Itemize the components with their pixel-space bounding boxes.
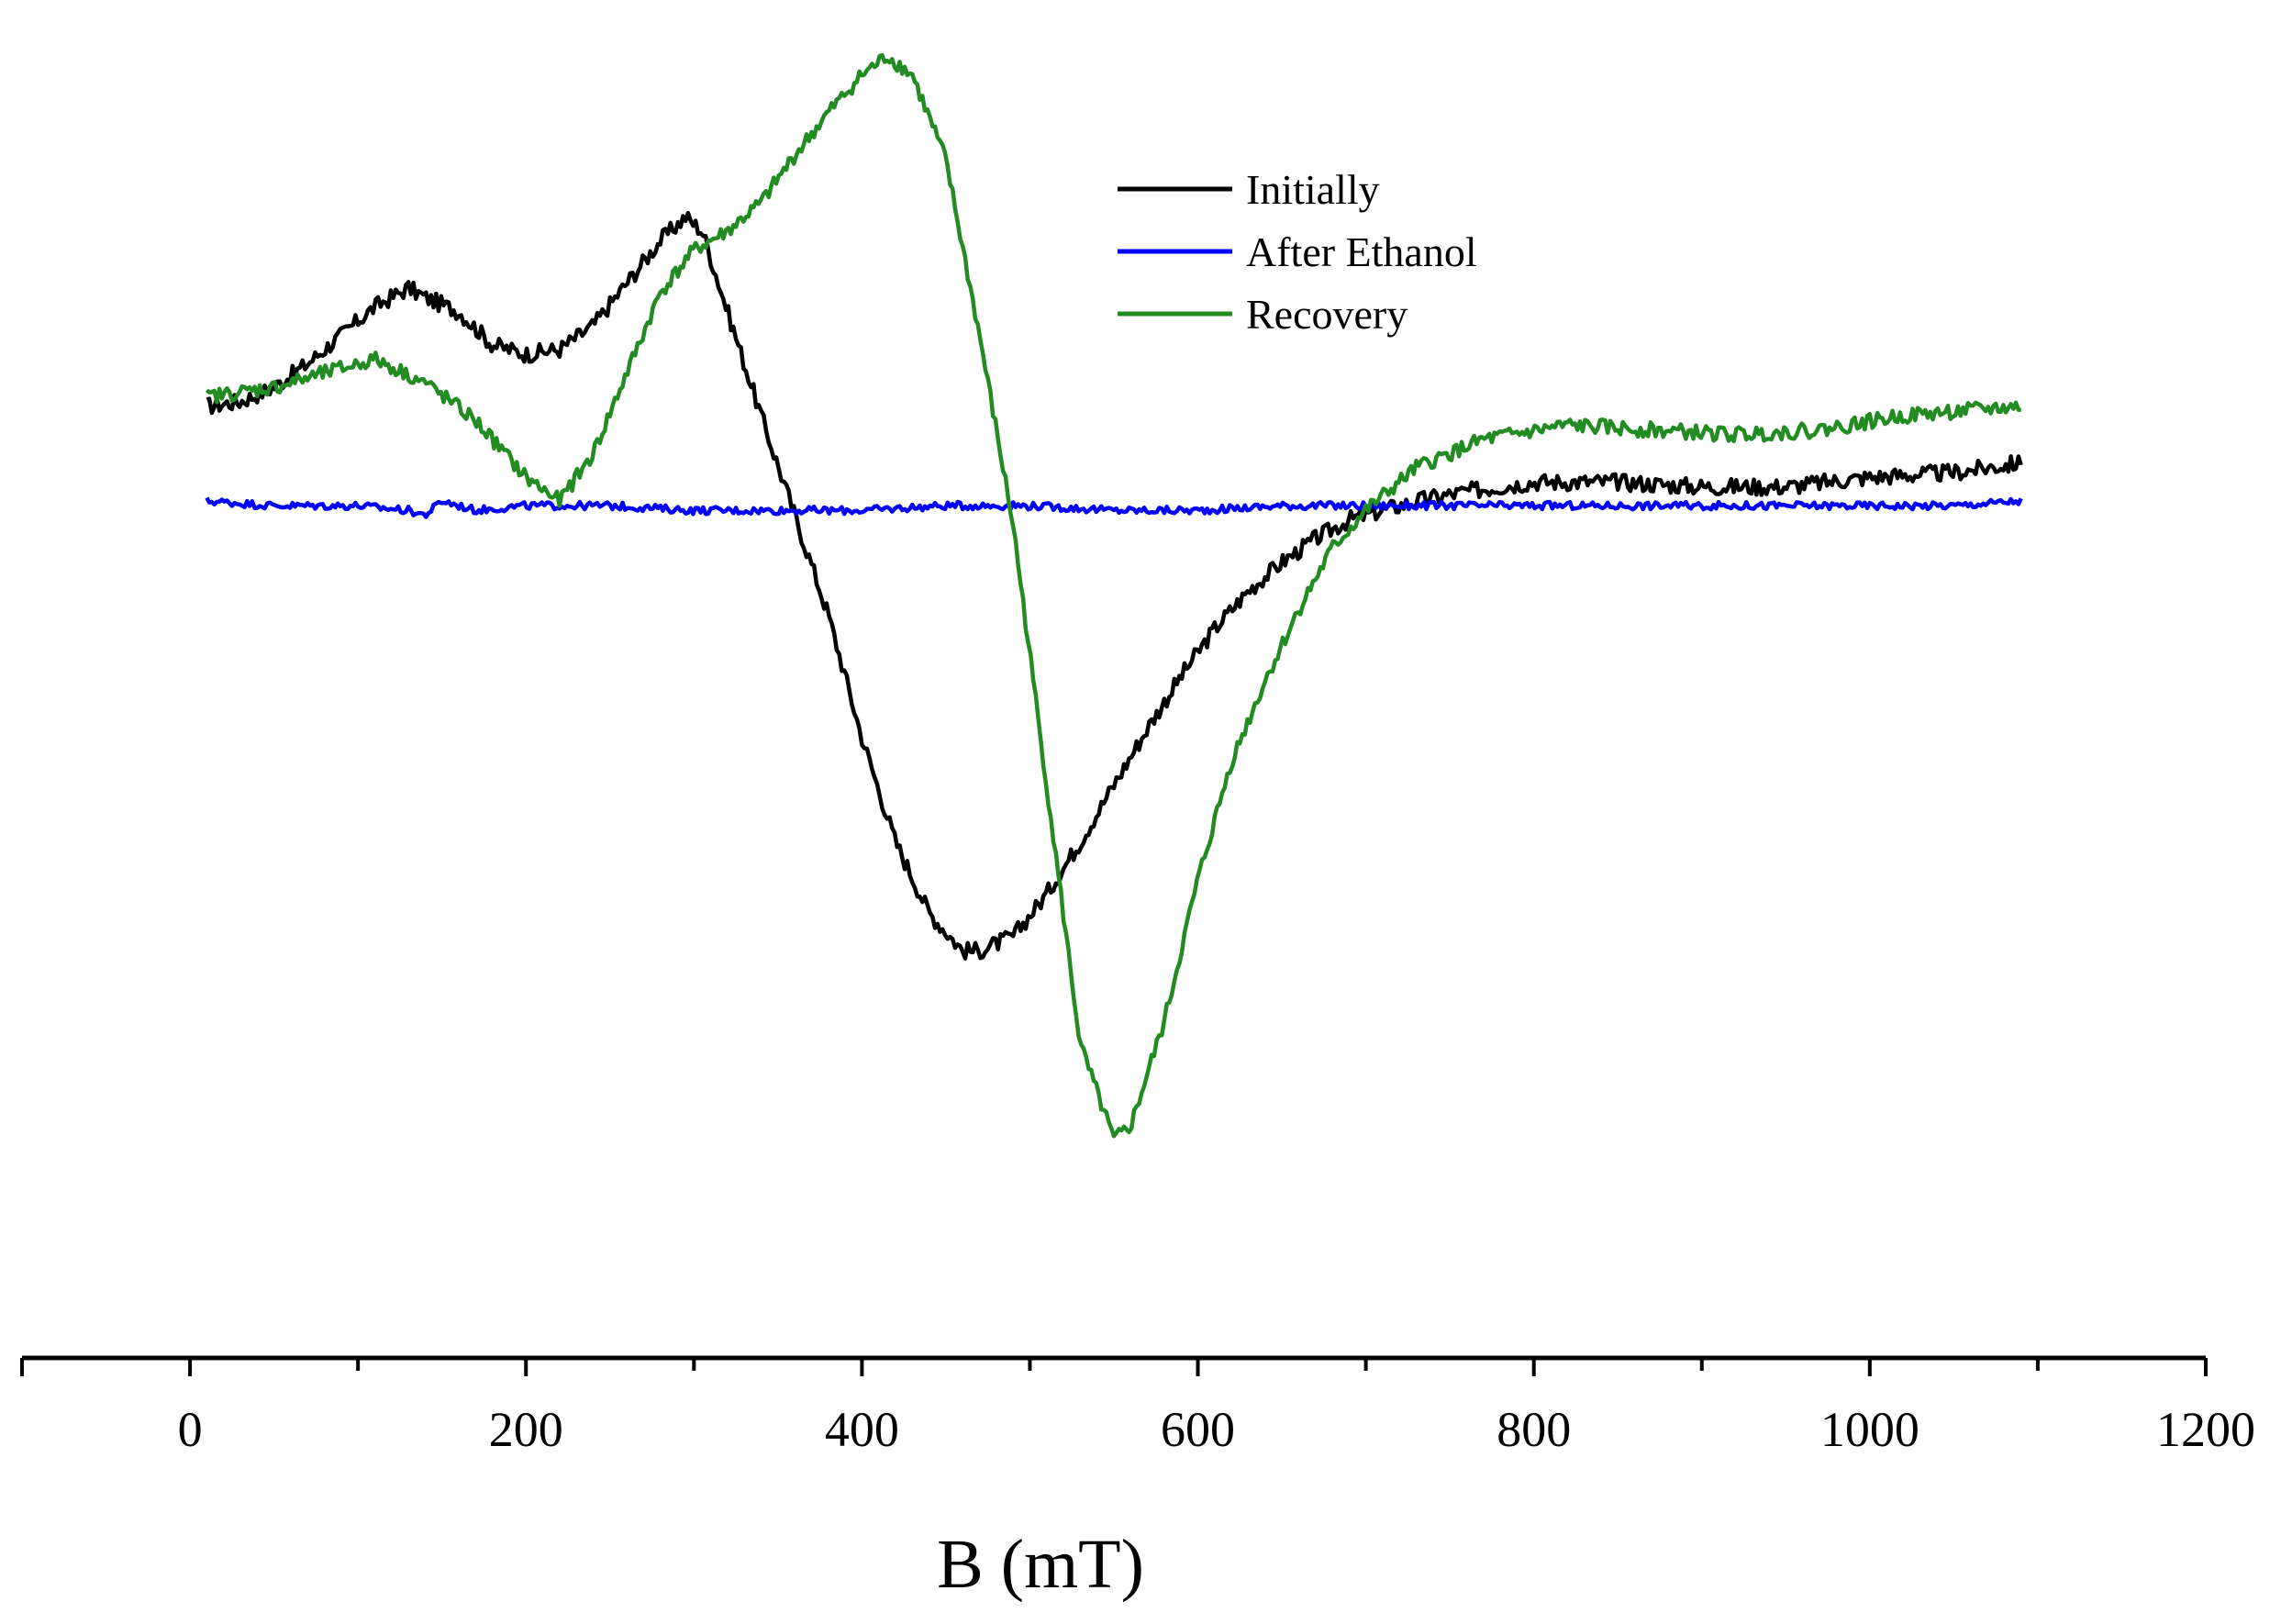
x-tick-label: 1000: [1820, 1402, 1919, 1457]
series-line-after-ethanol: [205, 496, 2023, 519]
x-tick-label: 1200: [2156, 1402, 2255, 1457]
legend-label-recovery: Recovery: [1246, 291, 1407, 338]
x-axis-title: B (mT): [937, 1526, 1144, 1603]
series-group: [205, 52, 2023, 1139]
x-axis: 0 200 400 600 800 1000 1200: [20, 1355, 2255, 1457]
series-line-initially: [206, 210, 2023, 961]
legend-label-after-ethanol: After Ethanol: [1246, 228, 1477, 275]
x-tick-label: 600: [1161, 1402, 1235, 1457]
legend-label-initially: Initially: [1246, 166, 1380, 213]
x-tick-label: 0: [178, 1402, 203, 1457]
x-tick-label: 400: [825, 1402, 899, 1457]
legend: Initially After Ethanol Recovery: [1118, 166, 1477, 338]
x-tick-label: 200: [489, 1402, 563, 1457]
series-line-recovery: [205, 52, 2021, 1139]
x-tick-label: 800: [1496, 1402, 1571, 1457]
